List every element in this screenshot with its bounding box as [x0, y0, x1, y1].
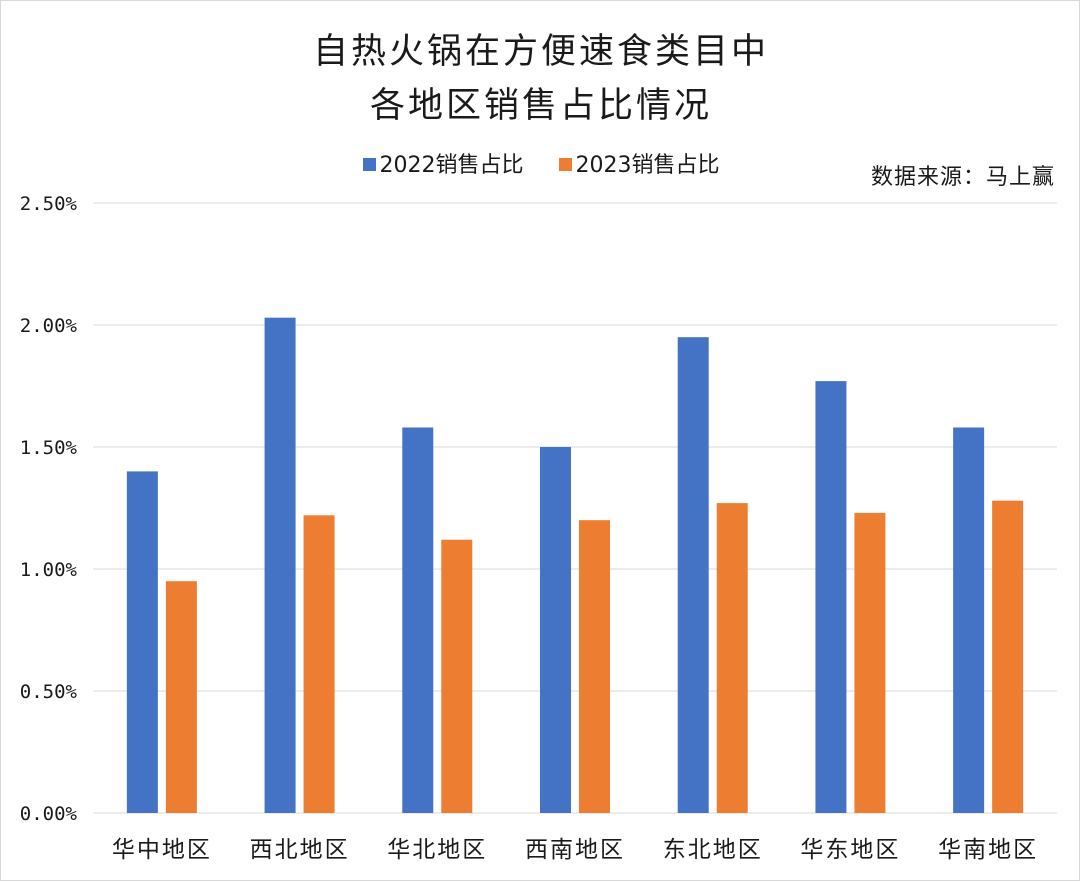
x-category-label: 西南地区 — [525, 837, 625, 863]
legend-item-2023[interactable]: 2023销售占比 — [558, 147, 720, 179]
bar-2023 — [579, 520, 610, 813]
x-category-label: 东北地区 — [663, 837, 763, 863]
y-tick-label: 2.50% — [20, 193, 78, 215]
x-category-label: 华东地区 — [800, 837, 900, 863]
x-category-label: 华北地区 — [387, 837, 487, 863]
bar-2023 — [303, 515, 335, 813]
bar-2023 — [716, 503, 748, 813]
legend-label-2022: 2022销售占比 — [379, 153, 524, 178]
bar-2022 — [815, 381, 847, 813]
bar-2022 — [264, 317, 296, 813]
y-tick-label: 0.00% — [20, 803, 78, 825]
bar-2023 — [165, 581, 197, 813]
x-category-label: 华南地区 — [938, 837, 1038, 863]
bar-2022 — [677, 337, 709, 813]
legend-item-2022[interactable]: 2022销售占比 — [362, 147, 524, 179]
bar-2023 — [854, 512, 886, 813]
legend-swatch-2023 — [558, 157, 572, 171]
bar-2022 — [402, 427, 434, 813]
legend-label-2023: 2023销售占比 — [575, 153, 720, 178]
chart-legend: 2022销售占比 2023销售占比 — [1, 147, 1080, 179]
bar-2023 — [992, 500, 1024, 813]
chart-title-line-2: 各地区销售占比情况 — [369, 86, 712, 126]
y-tick-label: 1.00% — [20, 559, 78, 581]
data-source-note: 数据来源：马上赢 — [870, 165, 1055, 190]
y-tick-label: 1.50% — [20, 437, 78, 459]
bar-2022 — [540, 447, 571, 813]
x-category-label: 西北地区 — [250, 837, 350, 863]
chart-title-line-1: 自热火锅在方便速食类目中 — [312, 32, 769, 72]
legend-swatch-2022 — [362, 157, 376, 171]
bar-2022 — [953, 427, 985, 813]
bar-2022 — [126, 471, 158, 813]
y-tick-label: 0.50% — [20, 681, 78, 703]
y-tick-label: 2.00% — [20, 315, 78, 337]
x-category-label: 华中地区 — [112, 837, 212, 863]
bar-2023 — [441, 539, 473, 813]
